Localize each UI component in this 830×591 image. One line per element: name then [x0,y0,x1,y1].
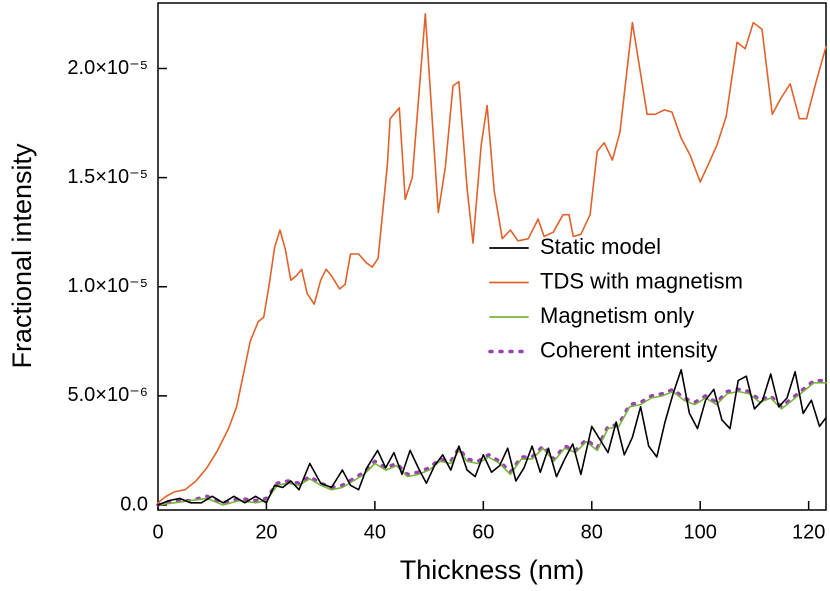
x-tick-label: 120 [792,521,825,543]
y-tick-label: 1.0×10⁻⁵ [67,275,148,297]
legend-label: Magnetism only [540,303,694,328]
y-tick-label: 1.5×10⁻⁵ [67,166,148,188]
series-line [157,382,827,506]
x-tick-label: 20 [255,521,277,543]
y-tick-label: 2.0×10⁻⁵ [67,57,148,79]
y-tick-label: 0.0 [120,493,148,515]
y-axis-title: Fractional intensity [7,143,37,369]
x-tick-label: 100 [684,521,717,543]
series-line [156,378,828,507]
x-tick-label: 0 [152,521,163,543]
series-line [157,13,827,504]
plot-frame [157,2,827,511]
series-line [157,368,827,506]
legend-label: TDS with magnetism [540,268,743,293]
legend-label: Coherent intensity [540,337,717,362]
x-tick-label: 80 [581,521,603,543]
x-tick-label: 40 [364,521,386,543]
y-tick-label: 5.0×10⁻⁶ [67,384,148,406]
x-axis-title: Thickness (nm) [400,555,585,585]
x-tick-label: 60 [472,521,494,543]
legend-label: Static model [540,234,661,259]
